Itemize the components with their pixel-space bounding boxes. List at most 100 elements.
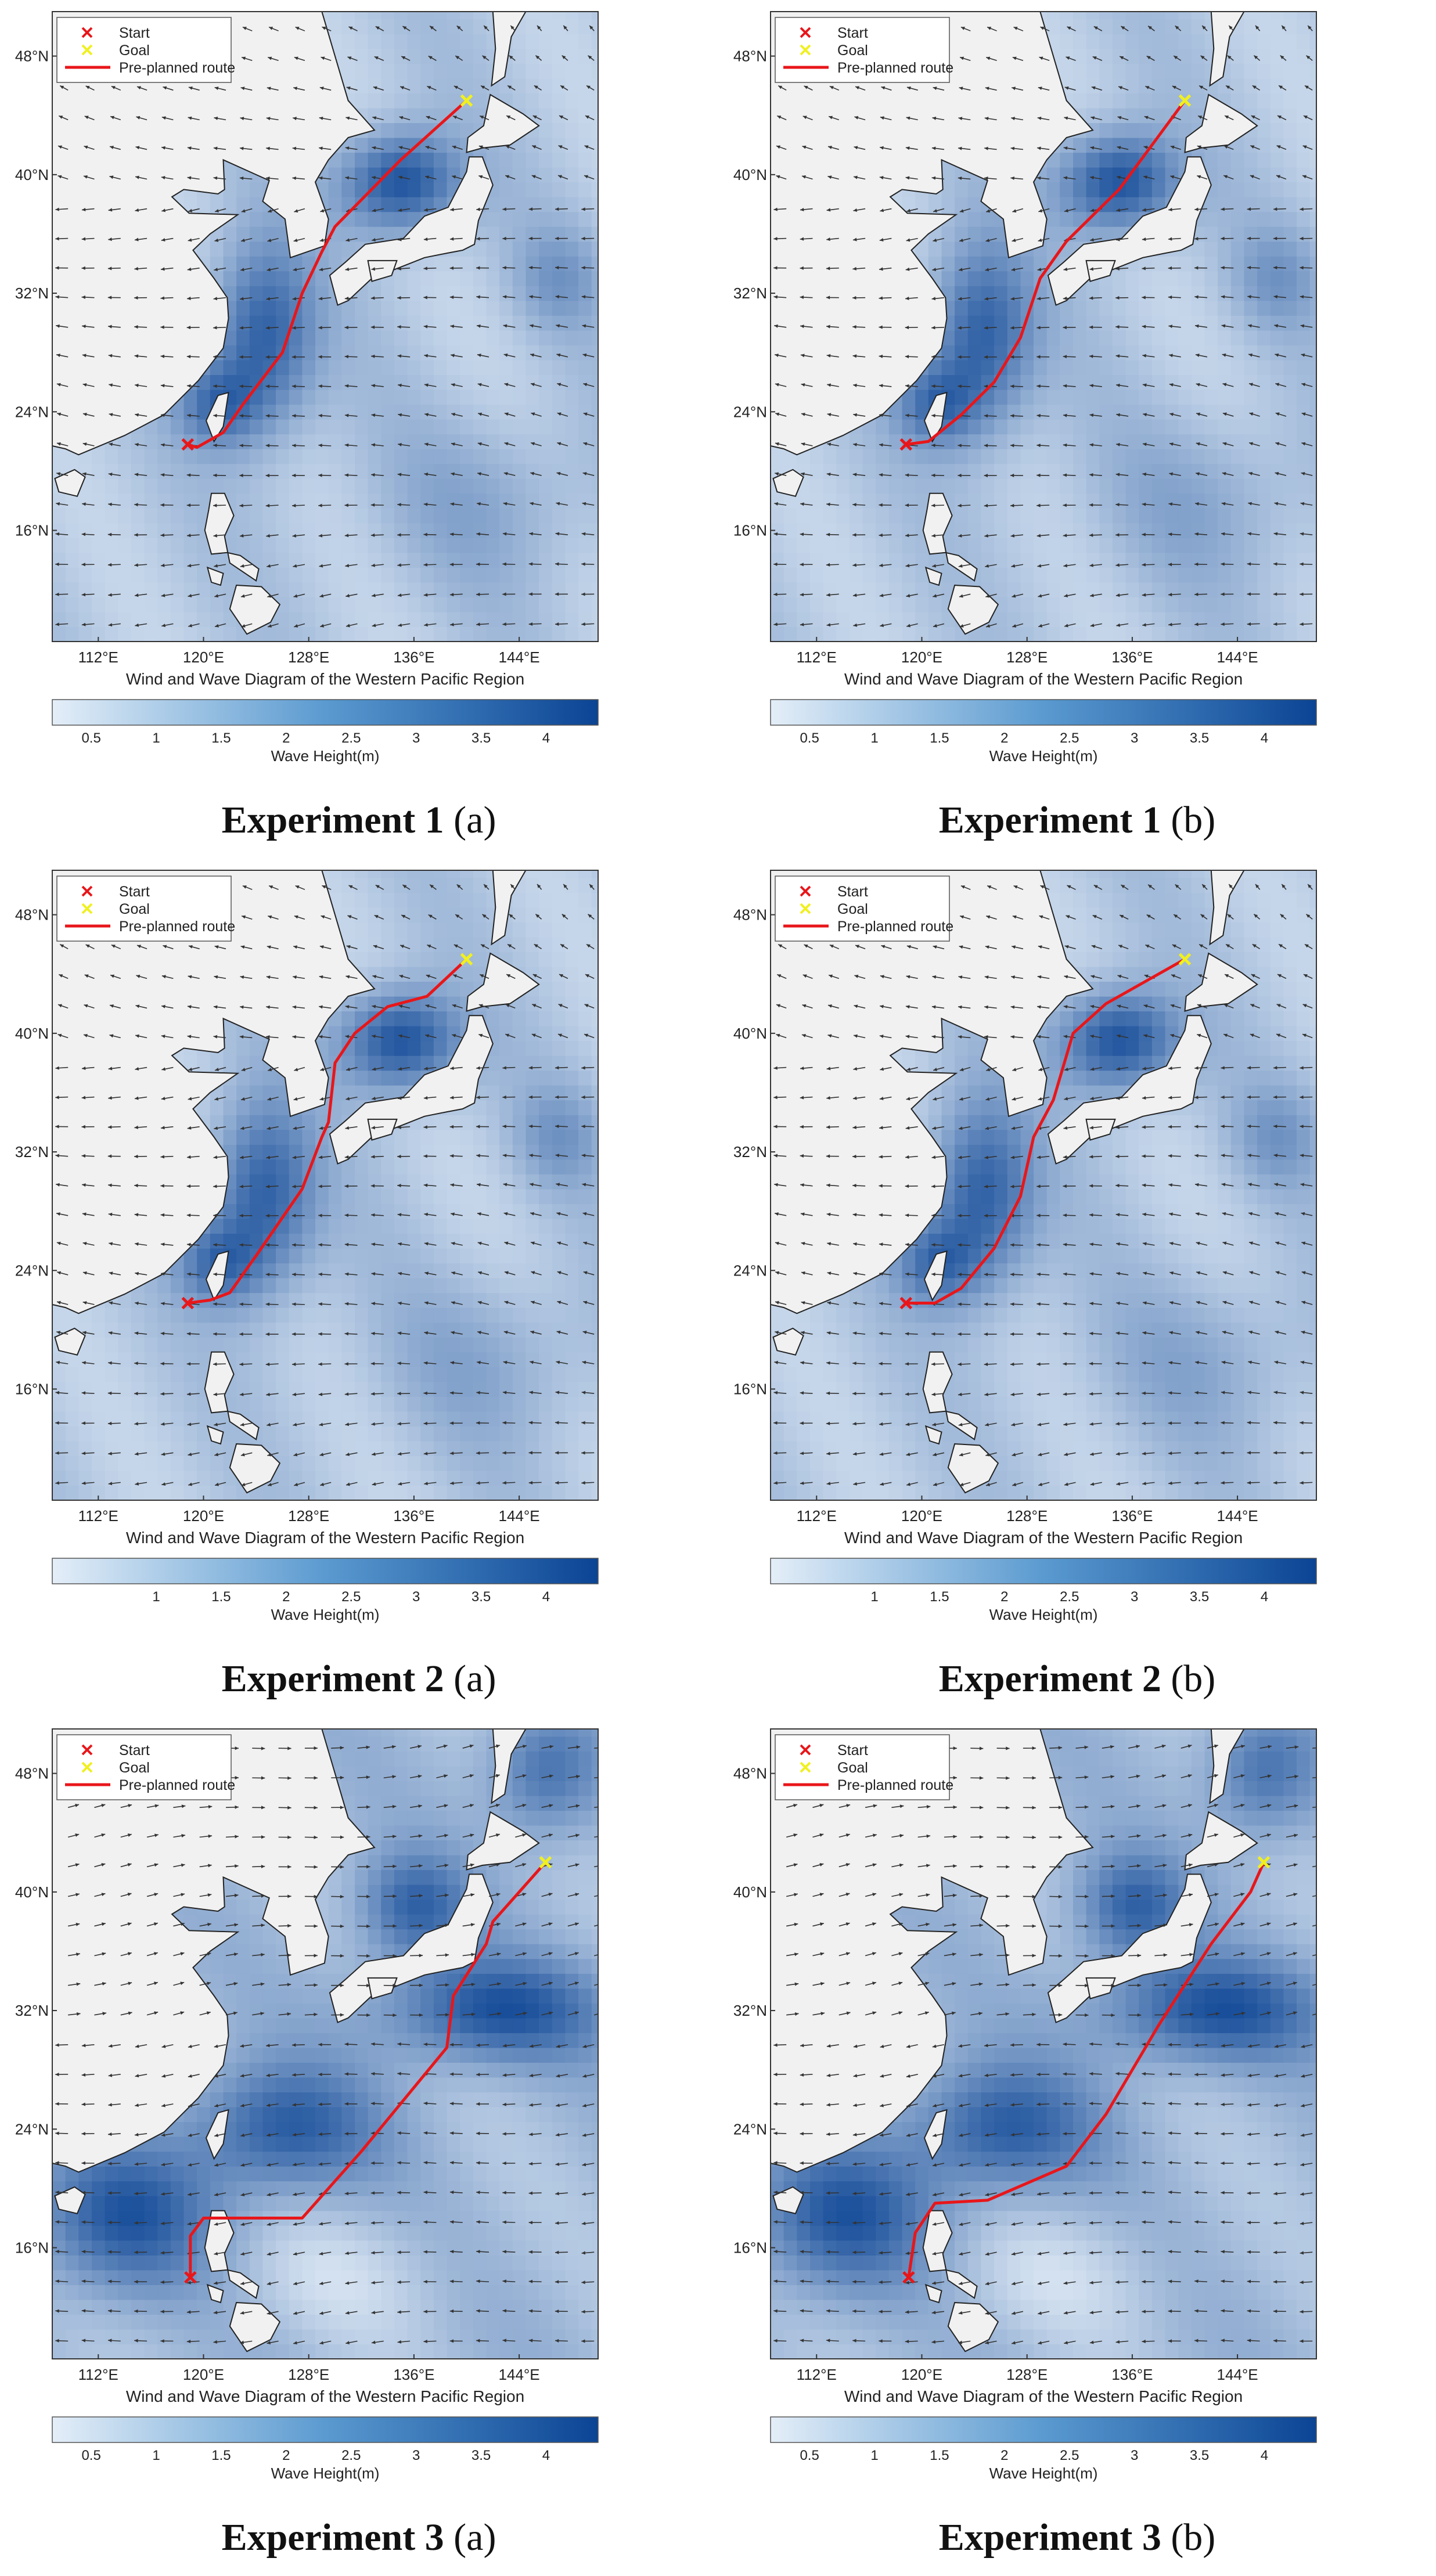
map-frame [770,1728,1317,2359]
map-svg: 48°N 40°N 32°N 24°N 16°N 112°E 120°E 128°E 136°E… [15,11,599,765]
colorbar-label: Wave Height(m) [989,1606,1098,1623]
colorbar-tick-label: 2.5 [341,2448,361,2463]
caption-experiment: Experiment 3 [221,2516,454,2559]
lon-tick-label: 144°E [499,648,540,666]
colorbar-tick-label: 3 [1131,1589,1138,1605]
experiment-1a-panel: 48°N 40°N 32°N 24°N 16°N 112°E 120°E 128°E 136°E… [0,0,718,859]
panel-caption: Experiment 1 (a) [0,798,718,842]
colorbar-tick-label: 4 [542,2448,550,2463]
colorbar-tick-label: 3.5 [472,2448,491,2463]
colorbar-tick-label: 1 [870,1589,878,1605]
colorbar [770,699,1317,726]
lat-tick-label: 24°N [15,2120,49,2138]
lat-tick-label: 48°N [733,1765,767,1782]
colorbar-tick-label: 4 [542,730,550,746]
start-marker [899,438,913,451]
colorbar-tick-label: 4 [542,1589,550,1605]
goal-marker [1257,1856,1271,1869]
lon-tick-label: 120°E [183,1507,224,1525]
start-marker [899,1296,913,1310]
legend-route-label: Pre-planned route [119,1777,235,1793]
colorbar-label: Wave Height(m) [989,747,1098,765]
lon-tick-label: 120°E [183,648,224,666]
colorbar-tick-label: 1 [152,730,160,746]
start-marker [181,1296,195,1310]
legend-goal-marker [81,1761,93,1773]
lon-tick-label: 112°E [78,1507,118,1525]
colorbar [770,2416,1317,2443]
caption-letter: (b) [1171,799,1216,841]
colorbar-tick-label: 1.5 [930,2448,949,2463]
legend-start-marker [81,1744,93,1756]
colorbar-tick-label: 3 [412,1589,420,1605]
lat-tick-label: 16°N [15,1381,49,1398]
map-svg: 48°N 40°N 32°N 24°N 16°N 112°E 120°E 128°E 136°E… [733,1728,1317,2482]
pre-planned-route-line [907,1861,1265,2278]
caption-letter: (a) [454,799,496,841]
map-title: Wind and Wave Diagram of the Western Pac… [126,670,524,688]
colorbar-tick-label: 3.5 [1190,1589,1209,1605]
legend-start-marker [800,1744,811,1756]
colorbar-tick-label: 2 [1000,730,1008,746]
legend-goal-marker [81,903,93,914]
lon-tick-label: 136°E [393,648,434,666]
lon-tick-label: 128°E [288,648,329,666]
colorbar-tick-label: 1.5 [211,730,231,746]
colorbar-tick-label: 1 [152,2448,160,2463]
colorbar-tick-label: 1.5 [211,2448,231,2463]
lat-tick-label: 32°N [733,284,767,302]
lat-tick-label: 40°N [733,1025,767,1042]
legend-route-label: Pre-planned route [837,1777,953,1793]
legend-start-marker [81,885,93,897]
caption-experiment: Experiment 2 [938,1658,1171,1700]
legend-goal-marker [800,1761,811,1773]
legend-start-label: Start [837,25,868,41]
experiment-3a-panel: 48°N 40°N 32°N 24°N 16°N 112°E 120°E 128°E 136°E… [0,1717,718,2576]
colorbar-tick-label: 2 [282,2448,290,2463]
land-masses [52,12,540,635]
legend-start-label: Start [837,1742,868,1759]
legend-goal-label: Goal [837,901,868,917]
panel-caption: Experiment 1 (b) [718,798,1436,842]
colorbar-tick-label: 3.5 [1190,730,1209,746]
lon-tick-label: 112°E [797,2366,837,2383]
colorbar-label: Wave Height(m) [989,2465,1098,2482]
colorbar-label: Wave Height(m) [271,2465,380,2482]
map-area [771,1729,1316,2359]
panel-caption: Experiment 3 (a) [0,2516,718,2560]
land-masses [52,870,540,1494]
lon-tick-label: 112°E [78,2366,118,2383]
legend-goal-marker [81,44,93,56]
map-title: Wind and Wave Diagram of the Western Pac… [844,2387,1243,2405]
lon-tick-label: 136°E [1111,648,1153,666]
map-area [771,870,1316,1500]
lat-tick-label: 48°N [733,48,767,65]
map-area [52,1729,598,2359]
lat-tick-label: 16°N [733,1381,767,1398]
lat-tick-label: 24°N [733,1262,767,1279]
land-masses [771,1729,1258,2352]
colorbar-tick-label: 3.5 [472,730,491,746]
lat-tick-label: 32°N [733,2002,767,2019]
colorbar [52,1558,599,1584]
lon-tick-label: 144°E [499,2366,540,2383]
wind-arrows [55,884,595,1486]
caption-letter: (b) [1171,1658,1216,1700]
lat-tick-label: 16°N [733,2239,767,2257]
lon-tick-label: 128°E [1006,1507,1048,1525]
map-frame [770,870,1317,1501]
goal-marker [539,1856,552,1869]
colorbar-tick-label: 0.5 [800,730,819,746]
legend-goal-label: Goal [119,1760,150,1776]
lat-tick-label: 48°N [733,906,767,924]
pre-planned-route-line [187,99,468,449]
lon-tick-label: 112°E [797,648,837,666]
colorbar-tick-label: 2.5 [341,730,361,746]
lon-tick-label: 120°E [901,648,942,666]
caption-experiment: Experiment 1 [938,799,1171,841]
goal-marker [1178,94,1192,107]
lon-tick-label: 112°E [797,1507,837,1525]
